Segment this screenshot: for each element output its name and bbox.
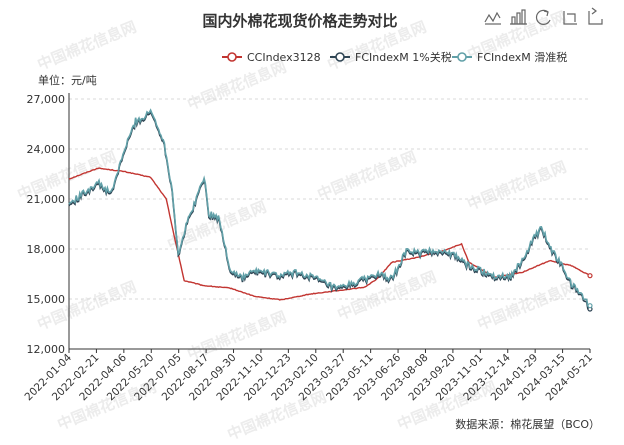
watermark-text: 中国棉花信息网: [315, 148, 419, 204]
y-tick-label: 18,000: [27, 243, 66, 256]
legend: CCIndex3128 FCIndexM 1%关税 FCIndexM 滑准税: [222, 50, 567, 64]
unit-label: 单位：元/吨: [38, 73, 97, 87]
zoom-reset-icon[interactable]: [588, 7, 603, 25]
series-end-point: [587, 303, 593, 309]
watermark-text: 中国棉花信息网: [185, 58, 289, 114]
chart-title: 国内外棉花现货价格走势对比: [202, 12, 397, 30]
y-tick-label: 15,000: [27, 293, 66, 306]
legend-label: FCIndexM 1%关税: [355, 50, 452, 64]
series-end-point: [587, 273, 593, 279]
series-layer: [68, 108, 593, 312]
y-axis: 12,000 15,000 18,000 21,000 24,000 27,000: [27, 93, 70, 356]
x-axis: 2022-01-042022-02-212022-04-062022-05-20…: [22, 348, 595, 403]
bar-chart-icon[interactable]: [510, 9, 527, 25]
legend-marker: [335, 52, 345, 62]
watermark-text: 中国棉花信息网: [465, 158, 569, 214]
legend-item[interactable]: FCIndexM 1%关税: [330, 50, 452, 64]
series-line-2: [68, 108, 591, 307]
restore-icon[interactable]: [535, 9, 551, 25]
watermark-text: 中国棉花信息网: [475, 278, 579, 334]
y-tick-label: 21,000: [27, 193, 66, 206]
series-line-1: [68, 110, 591, 310]
legend-item[interactable]: FCIndexM 滑准税: [452, 50, 567, 64]
legend-marker: [227, 52, 237, 62]
watermark-text: 中国棉花信息网: [335, 268, 439, 324]
y-tick-label: 24,000: [27, 143, 66, 156]
y-tick-label: 27,000: [27, 93, 66, 106]
watermark-text: 中国棉花信息网: [35, 18, 139, 74]
toolbox: [484, 7, 603, 25]
legend-marker: [457, 52, 467, 62]
data-zoom-icon[interactable]: [563, 11, 577, 25]
legend-label: CCIndex3128: [247, 51, 321, 64]
line-chart-icon[interactable]: [484, 11, 501, 25]
legend-label: FCIndexM 滑准税: [477, 50, 567, 64]
source-note: 数据来源：棉花展望（BCO）: [455, 417, 600, 431]
legend-item[interactable]: CCIndex3128: [222, 51, 321, 64]
y-tick-label: 12,000: [27, 343, 66, 356]
